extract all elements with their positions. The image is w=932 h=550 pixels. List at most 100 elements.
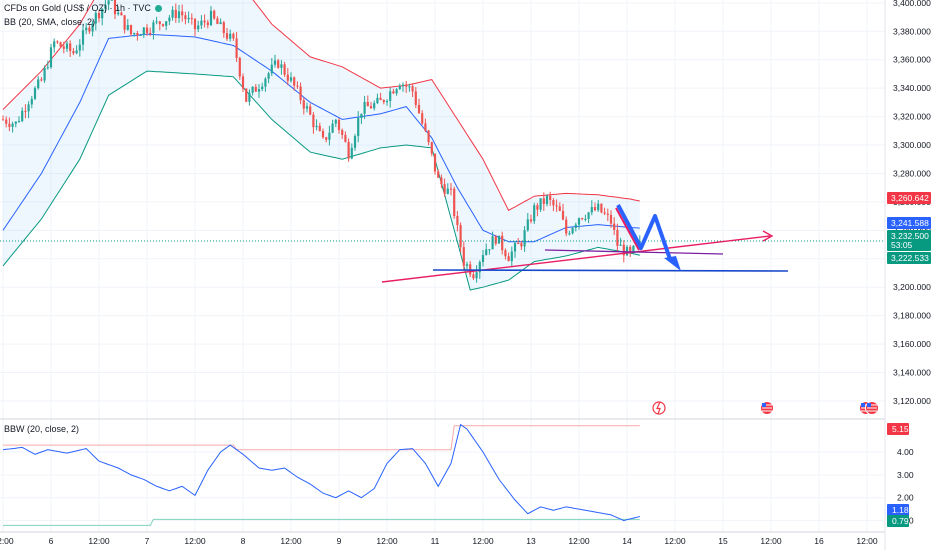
candle bbox=[254, 84, 257, 92]
candle-body bbox=[561, 210, 565, 220]
candle-body bbox=[510, 251, 513, 262]
candle-body bbox=[88, 27, 91, 32]
candle-body bbox=[126, 25, 129, 30]
symbol-header[interactable]: CFDs on Gold (US$ / OZ) · 1h · TVC bbox=[4, 3, 162, 13]
candle bbox=[321, 128, 325, 139]
candle bbox=[526, 213, 529, 232]
candle bbox=[158, 20, 161, 31]
candle-body bbox=[251, 86, 254, 93]
candle-body bbox=[296, 85, 299, 87]
candle bbox=[213, 9, 216, 20]
candle bbox=[139, 33, 142, 37]
price-tick-label: 3,120.000 bbox=[893, 396, 931, 406]
candle bbox=[251, 86, 254, 96]
candle-body bbox=[472, 274, 475, 279]
candle-body bbox=[625, 246, 629, 256]
candle-body bbox=[533, 205, 536, 222]
price-axis: 3,400.000 3,380.000 3,360.000 3,340.000 3,32… bbox=[887, 0, 931, 406]
candle-body bbox=[414, 91, 417, 105]
candle-body bbox=[315, 125, 318, 128]
bbw-lowest-contraction-line bbox=[3, 518, 640, 526]
candle bbox=[625, 245, 629, 256]
candle bbox=[488, 249, 491, 255]
candle-body bbox=[225, 33, 229, 39]
candle bbox=[197, 20, 200, 32]
candle-body bbox=[161, 24, 165, 26]
candle-body bbox=[177, 11, 181, 19]
price-badge-label: 53:05 bbox=[891, 240, 913, 250]
time-axis: 12:00 6 12:00 7 12:00 8 12:00 9 12:00 11 12:00 13 12… bbox=[0, 536, 878, 546]
neckline bbox=[544, 249, 724, 255]
candle-body bbox=[337, 119, 341, 131]
candle bbox=[373, 100, 376, 111]
candle-body bbox=[411, 86, 414, 92]
candle bbox=[49, 43, 53, 69]
candle bbox=[421, 110, 424, 126]
candle-body bbox=[43, 67, 46, 81]
bbw-legend[interactable]: BBW (20, close, 2) bbox=[4, 424, 79, 434]
candle bbox=[331, 119, 334, 134]
bb-legend[interactable]: BB (20, SMA, close, 2) bbox=[4, 17, 95, 27]
candle-body bbox=[254, 86, 257, 92]
candle-body bbox=[107, 0, 110, 5]
candle-body bbox=[321, 130, 325, 138]
candle bbox=[501, 231, 504, 255]
candle bbox=[46, 60, 49, 70]
candle-body bbox=[193, 18, 197, 30]
candle bbox=[40, 77, 43, 82]
candle-body bbox=[155, 21, 158, 23]
candle bbox=[523, 226, 526, 252]
candle bbox=[302, 97, 305, 115]
candle-body bbox=[526, 219, 529, 231]
candle-body bbox=[398, 85, 401, 90]
candle bbox=[446, 183, 449, 195]
grid-lines bbox=[0, 0, 885, 532]
candle-body bbox=[392, 91, 395, 94]
candle-body bbox=[27, 104, 30, 112]
candle-body bbox=[619, 244, 622, 246]
candle-body bbox=[133, 33, 136, 35]
time-tick-label: 12:00 bbox=[184, 536, 206, 546]
price-tick-label: 3,380.000 bbox=[893, 26, 931, 36]
candle-body bbox=[238, 57, 241, 77]
candle-body bbox=[197, 25, 200, 30]
candle bbox=[401, 82, 405, 92]
blue-projection-path bbox=[616, 204, 672, 260]
candle bbox=[510, 246, 513, 267]
time-tick-label: 9 bbox=[337, 536, 342, 546]
candle-body bbox=[123, 15, 126, 30]
price-tick-label: 3,200.000 bbox=[893, 282, 931, 292]
price-badge-label: 3,241.588 bbox=[891, 218, 929, 228]
candle-body bbox=[168, 17, 171, 22]
candle bbox=[53, 38, 56, 53]
candle-body bbox=[149, 32, 152, 34]
blue-projection-arrowhead bbox=[664, 256, 681, 271]
candle bbox=[357, 111, 360, 143]
candle bbox=[261, 82, 264, 92]
candle-body bbox=[440, 177, 443, 185]
candle bbox=[609, 210, 613, 228]
candle bbox=[203, 14, 206, 28]
candle bbox=[481, 249, 485, 267]
price-tick-label: 3,300.000 bbox=[893, 140, 931, 150]
time-tick-label: 7 bbox=[145, 536, 150, 546]
candle-body bbox=[555, 205, 558, 207]
candle-body bbox=[344, 134, 347, 142]
bbw-tick-label: 4.00 bbox=[897, 447, 914, 457]
candle bbox=[558, 202, 561, 212]
bbw-badge-label: 5.15 bbox=[892, 424, 909, 434]
candle-body bbox=[65, 43, 69, 49]
candle-body bbox=[376, 97, 379, 104]
candle-body bbox=[430, 142, 433, 154]
candle bbox=[456, 211, 459, 232]
candle-body bbox=[264, 78, 267, 87]
price-tick-label: 3,320.000 bbox=[893, 112, 931, 122]
candle-body bbox=[529, 219, 533, 222]
candle-body bbox=[568, 233, 571, 235]
candle-body bbox=[597, 203, 600, 211]
candle-body bbox=[232, 33, 235, 39]
us-flag-icon bbox=[760, 401, 774, 415]
candle bbox=[136, 30, 139, 41]
candle-body bbox=[209, 10, 213, 26]
